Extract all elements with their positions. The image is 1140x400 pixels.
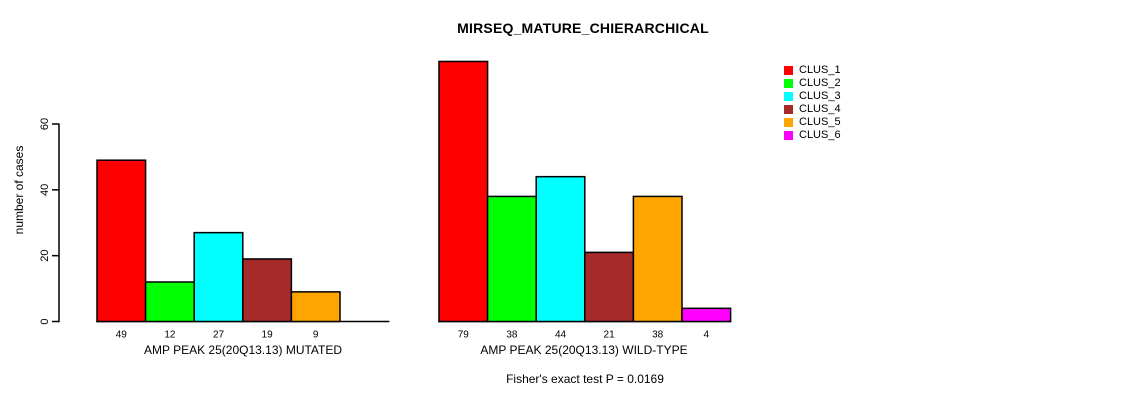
legend-item-clus_3: CLUS_3	[784, 90, 841, 103]
legend-item-clus_4: CLUS_4	[784, 103, 841, 116]
legend-label: CLUS_1	[799, 64, 841, 76]
bar-group2-clus_6	[681, 307, 732, 323]
bar-value-group2-clus_1: 79	[458, 330, 470, 341]
legend-swatch-icon	[784, 105, 793, 114]
bar-group1-clus_2	[144, 281, 195, 323]
legend-swatch-icon	[784, 92, 793, 101]
bar-value-group1-clus_5: 9	[313, 330, 319, 341]
bar-value-group2-clus_5: 38	[652, 330, 664, 341]
legend-swatch-icon	[784, 131, 793, 140]
legend-item-clus_1: CLUS_1	[784, 64, 841, 77]
bar-group1-clus_4	[242, 258, 293, 323]
bar-group2-clus_2	[486, 195, 537, 323]
legend-label: CLUS_3	[799, 90, 841, 102]
bar-value-group1-clus_3: 27	[213, 330, 225, 341]
legend: CLUS_1 CLUS_2 CLUS_3 CLUS_4 CLUS_5 CLUS_6	[784, 64, 841, 142]
fisher-test-annotation: Fisher's exact test P = 0.0169	[506, 372, 664, 386]
bar-group1-clus_5	[290, 291, 341, 323]
bar-group1-clus_3	[193, 231, 244, 323]
bar-group1-clus_1	[96, 159, 147, 323]
legend-label: CLUS_4	[799, 103, 841, 115]
legend-item-clus_2: CLUS_2	[784, 77, 841, 90]
chart-title: MIRSEQ_MATURE_CHIERARCHICAL	[457, 20, 709, 36]
legend-item-clus_6: CLUS_6	[784, 129, 841, 142]
y-tick-label-40: 40	[39, 184, 51, 196]
legend-swatch-icon	[784, 118, 793, 127]
legend-swatch-icon	[784, 79, 793, 88]
bar-group2-clus_1	[438, 60, 489, 323]
legend-label: CLUS_5	[799, 116, 841, 128]
y-tick-label-60: 60	[39, 118, 51, 130]
bar-group2-clus_3	[535, 175, 586, 323]
y-tick-label-0: 0	[39, 318, 51, 324]
y-tick-label-20: 20	[39, 250, 51, 262]
bar-value-group2-clus_2: 38	[506, 330, 518, 341]
bar-value-group2-clus_4: 21	[604, 330, 616, 341]
bar-group2-clus_5	[632, 195, 683, 323]
group-label-mutated: AMP PEAK 25(20Q13.13) MUTATED	[143, 343, 343, 357]
legend-item-clus_5: CLUS_5	[784, 116, 841, 129]
legend-label: CLUS_2	[799, 77, 841, 89]
legend-label: CLUS_6	[799, 129, 841, 141]
group-label-wildtype: AMP PEAK 25(20Q13.13) WILD-TYPE	[480, 343, 688, 357]
bar-group2-clus_4	[584, 251, 635, 323]
bar-value-group1-clus_4: 19	[262, 330, 274, 341]
bar-value-group1-clus_1: 49	[116, 330, 128, 341]
legend-swatch-icon	[784, 66, 793, 75]
bar-value-group1-clus_2: 12	[164, 330, 176, 341]
bar-value-group2-clus_3: 44	[555, 330, 567, 341]
bar-value-group2-clus_6: 4	[704, 330, 710, 341]
